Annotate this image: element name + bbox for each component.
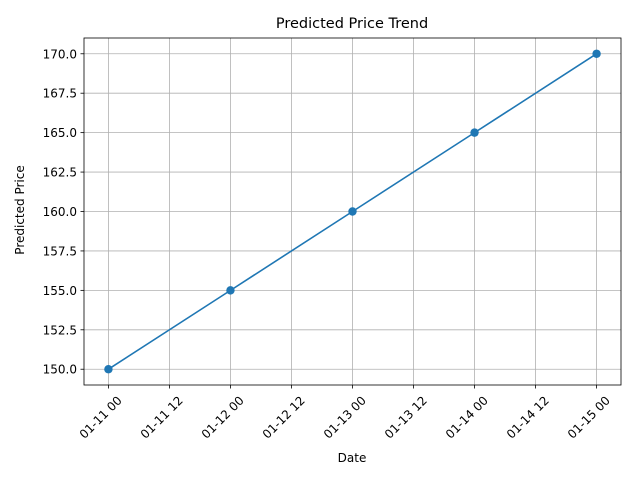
- y-axis-ticks: 150.0 152.5 155.0 157.5 160.0 162.5 165.0 167.5…: [43, 47, 84, 377]
- y-tick-label: 157.5: [43, 244, 77, 258]
- x-axis-label: Date: [338, 451, 367, 465]
- data-point: [226, 286, 235, 295]
- y-tick-label: 155.0: [43, 284, 77, 298]
- y-tick-label: 162.5: [43, 166, 77, 180]
- y-tick-label: 165.0: [43, 126, 77, 140]
- data-point: [348, 207, 357, 216]
- y-tick-label: 160.0: [43, 205, 77, 219]
- data-point: [104, 365, 113, 374]
- series-layer: [104, 49, 601, 374]
- y-tick-label: 150.0: [43, 363, 77, 377]
- y-tick-label: 152.5: [43, 323, 77, 337]
- data-point: [470, 128, 479, 137]
- y-tick-label: 170.0: [43, 47, 77, 61]
- chart-title: Predicted Price Trend: [276, 16, 428, 32]
- y-tick-label: 167.5: [43, 87, 77, 101]
- data-point: [592, 49, 601, 58]
- y-axis-label: Predicted Price: [13, 165, 27, 254]
